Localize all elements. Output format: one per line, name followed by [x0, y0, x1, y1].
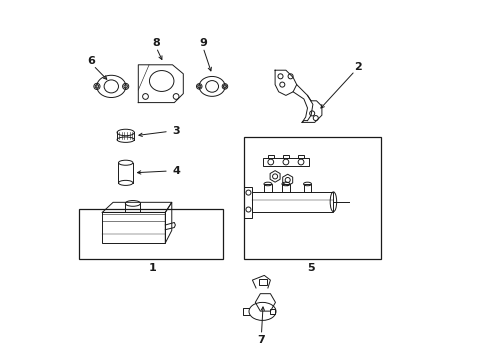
Bar	[262, 158, 309, 166]
Text: 8: 8	[152, 38, 160, 48]
Text: 4: 4	[172, 166, 180, 176]
Bar	[252, 192, 333, 212]
Bar	[267, 155, 273, 158]
Text: 7: 7	[256, 335, 264, 345]
Text: 3: 3	[172, 126, 180, 136]
Bar	[244, 187, 252, 218]
Bar	[298, 155, 303, 158]
Bar	[270, 309, 275, 314]
Text: 6: 6	[87, 56, 95, 66]
Text: 5: 5	[306, 263, 314, 273]
Bar	[102, 212, 165, 243]
Bar	[244, 137, 381, 259]
Text: 1: 1	[148, 263, 156, 273]
Text: 9: 9	[199, 38, 206, 48]
Bar	[303, 184, 311, 192]
Bar	[264, 184, 271, 192]
Bar	[283, 155, 288, 158]
Bar	[282, 184, 289, 192]
Text: 2: 2	[353, 62, 361, 72]
Bar	[258, 279, 266, 285]
Bar	[79, 209, 223, 259]
